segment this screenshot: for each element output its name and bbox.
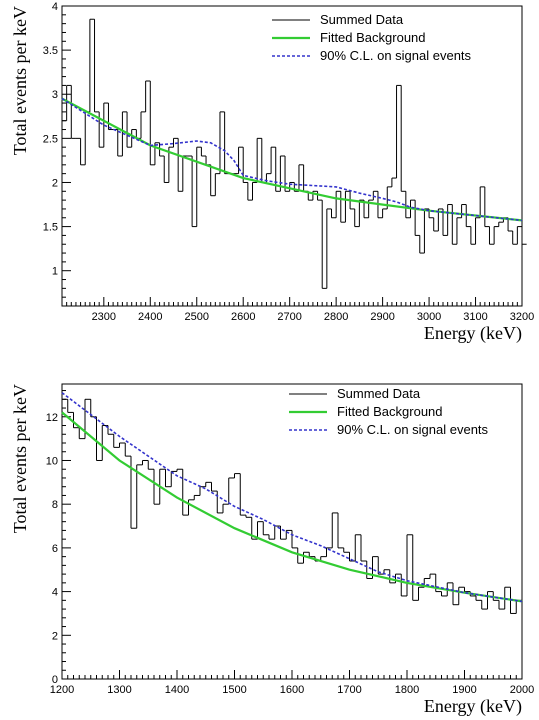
y-axis-title: Total events per keV <box>10 6 30 155</box>
y-tick-label: 2.5 <box>43 133 58 145</box>
legend: Summed Data Fitted Background 90% C.L. on … <box>289 386 489 437</box>
x-tick-label: 1800 <box>395 684 419 696</box>
y-axis-title: Total events per keV <box>10 384 30 533</box>
bottom-chart-svg: 1200 1300 1400 1500 1600 1700 1800 1900 2000 0 2 4 6… <box>10 383 534 717</box>
x-tick-label: 2000 <box>510 684 534 696</box>
y-tick-label: 12 <box>46 412 58 424</box>
x-tick-label: 2700 <box>277 311 301 323</box>
y-tick-label: 8 <box>52 499 58 511</box>
y-tick-label: 3 <box>52 89 58 101</box>
bottom-energy-spectrum-chart: 1200 1300 1400 1500 1600 1700 1800 1900 2000 0 2 4 6… <box>0 372 539 720</box>
x-tick-label: 2300 <box>92 311 116 323</box>
fitted-background-line <box>61 97 523 222</box>
x-tick-label: 2800 <box>324 311 348 323</box>
x-tick-label: 3000 <box>417 311 441 323</box>
legend-label: Fitted Background <box>320 30 426 45</box>
x-tick-label: 2500 <box>185 311 209 323</box>
x-axis-title: Energy (keV) <box>424 323 522 344</box>
legend-label: Summed Data <box>337 386 421 401</box>
x-tick-label: 1200 <box>50 684 74 696</box>
y-tick-label: 2 <box>52 630 58 642</box>
y-tick-label: 3.5 <box>43 45 58 57</box>
x-tick-label: 3200 <box>510 311 534 323</box>
legend-label: Fitted Background <box>337 404 443 419</box>
legend-label: 90% C.L. on signal events <box>337 422 489 437</box>
fitted-background-line <box>61 411 523 603</box>
signal-limit-line <box>61 392 523 603</box>
x-tick-label: 1300 <box>107 684 131 696</box>
y-tick-label: 1 <box>52 266 58 278</box>
signal-limit-line <box>61 97 523 222</box>
y-tick-label: 1.5 <box>43 222 58 234</box>
x-tick-label: 1500 <box>222 684 246 696</box>
x-tick-label: 3100 <box>463 311 487 323</box>
legend-label: 90% C.L. on signal events <box>320 48 472 63</box>
y-tick-label: 0 <box>52 674 58 686</box>
x-tick-label: 2400 <box>138 311 162 323</box>
y-tick-label: 4 <box>52 587 58 599</box>
top-energy-spectrum-chart: 2300 2400 2500 2600 2700 2800 2900 3000 3100 3200… <box>0 0 539 345</box>
x-axis-title: Energy (keV) <box>424 696 522 717</box>
top-chart-svg: 2300 2400 2500 2600 2700 2800 2900 3000 3100 3200… <box>10 1 534 344</box>
y-tick-label: 4 <box>52 1 58 13</box>
x-tick-label: 2900 <box>370 311 394 323</box>
x-tick-label: 1900 <box>452 684 476 696</box>
x-tick-label: 2600 <box>231 311 255 323</box>
x-tick-label: 1400 <box>165 684 189 696</box>
legend-label: Summed Data <box>320 12 404 27</box>
y-tick-label: 2 <box>52 177 58 189</box>
y-tick-label: 10 <box>46 455 58 467</box>
x-tick-label: 1600 <box>280 684 304 696</box>
legend: Summed Data Fitted Background 90% C.L. on … <box>272 12 472 63</box>
y-tick-label: 6 <box>52 543 58 555</box>
x-tick-label: 1700 <box>337 684 361 696</box>
